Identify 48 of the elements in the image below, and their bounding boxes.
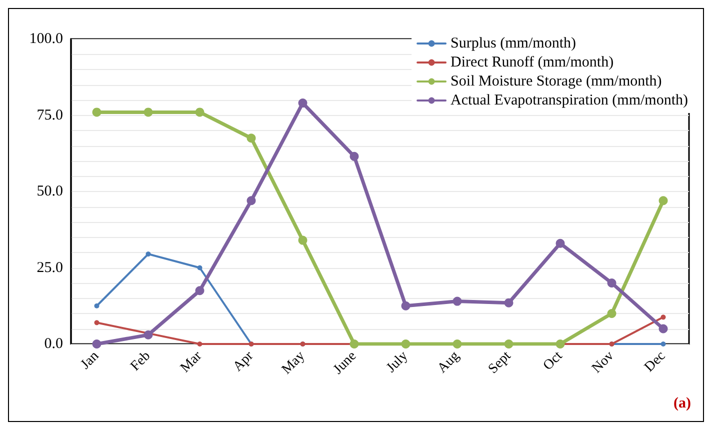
point: [92, 108, 102, 117]
point: [298, 236, 308, 245]
x-tick-label: Dec: [642, 348, 669, 376]
legend-label: Direct Runoff (mm/month): [450, 54, 614, 70]
x-tick-label: Nov: [589, 348, 618, 376]
legend-label: Surplus (mm/month): [450, 36, 576, 52]
x-tick-label: Mar: [178, 348, 206, 376]
legend-label: Soil Moisture Storage (mm/month): [450, 74, 662, 90]
point: [144, 330, 153, 340]
point: [350, 152, 359, 161]
x-tick-label: July: [384, 348, 412, 376]
point: [92, 340, 102, 348]
x-tick-label: Aug: [434, 348, 463, 376]
point: [452, 296, 462, 306]
point: [658, 196, 668, 206]
point: [660, 342, 666, 346]
point: [94, 320, 100, 326]
point: [660, 314, 666, 320]
point: [94, 303, 100, 308]
point: [298, 98, 308, 108]
point: [556, 238, 565, 248]
point: [195, 286, 204, 296]
point: [197, 265, 202, 270]
x-tick-label: Jan: [78, 348, 102, 372]
y-tick-label: 0.0: [44, 336, 63, 352]
text: (a): [674, 396, 692, 412]
point: [401, 301, 410, 310]
point: [246, 196, 256, 206]
x-tick-label: Oct: [540, 348, 566, 374]
point: [607, 278, 616, 288]
point: [246, 134, 256, 143]
x-tick-label: June: [330, 348, 360, 378]
point: [658, 324, 668, 334]
legend-label: Actual Evapotranspiration (mm/month): [450, 92, 688, 108]
point: [197, 342, 202, 346]
y-tick-label: 75.0: [36, 107, 63, 124]
x-tick-label: Sept: [486, 348, 514, 377]
point: [504, 298, 514, 308]
x-tick-label: May: [279, 348, 308, 378]
y-tick-label: 100.0: [29, 31, 63, 47]
y-tick-label: 25.0: [36, 260, 63, 276]
point: [195, 108, 204, 117]
point: [146, 252, 151, 257]
point: [607, 309, 616, 318]
x-tick-label: Feb: [128, 348, 154, 374]
x-tick-label: Apr: [230, 348, 257, 375]
y-tick-label: 50.0: [36, 184, 63, 200]
point: [144, 108, 153, 117]
